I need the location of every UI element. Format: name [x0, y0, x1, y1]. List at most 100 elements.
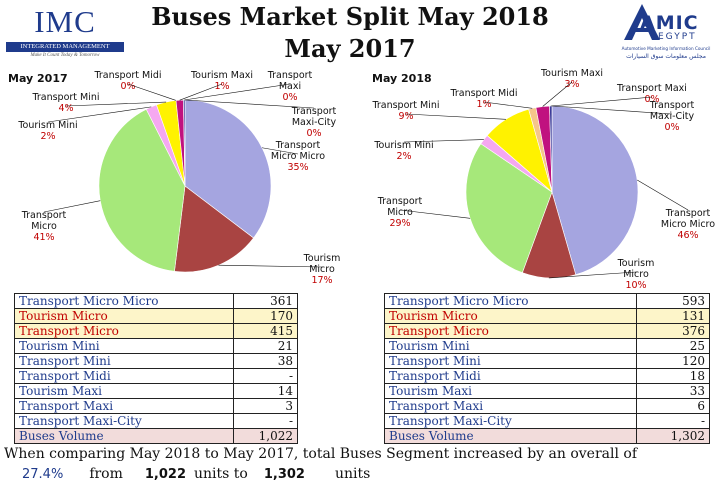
pie-label-category: Transport Maxi: [267, 70, 313, 92]
imc-logo: IMC INTEGRATED MANAGEMENT CONSULTANCY Ma…: [6, 4, 124, 62]
table-cell-segment: Transport Maxi-City: [13, 413, 235, 429]
pie-label-category: Tourism Mini: [17, 120, 77, 131]
table-cell-segment: Tourism Micro: [384, 308, 637, 324]
pie-leader-line: [548, 271, 637, 279]
pie-leader-line: [179, 83, 223, 101]
table-cell-value: 25: [635, 338, 711, 354]
table-row: Transport Maxi-City -: [384, 413, 711, 429]
pie-leader-line: [542, 81, 573, 107]
table-row: Tourism Mini 25: [384, 338, 711, 354]
table-row: Transport Midi -: [13, 368, 298, 384]
pie-label-percent: 0%: [664, 122, 679, 133]
pie-leader-line: [550, 96, 653, 107]
table-row: Tourism Micro 131: [384, 308, 711, 324]
pie-label-category: Transport Micro Micro: [661, 208, 715, 230]
pie-label-percent: 10%: [625, 280, 646, 291]
pie-leader-line: [184, 99, 315, 109]
pie-label-category: Transport Micro: [377, 196, 423, 218]
table-row: Transport Maxi-City -: [13, 413, 298, 429]
pie-slice: [98, 108, 186, 272]
table-row: Transport Micro Micro 361: [13, 293, 298, 309]
pie-label-category: Transport Micro Micro: [271, 140, 325, 162]
pie-leader-line: [47, 106, 152, 123]
page-title-line2: May 2017: [284, 34, 416, 63]
table-row: Transport Mini 38: [13, 353, 298, 369]
table-cell-value: 18: [635, 368, 711, 384]
table-total-row: Buses Volume 1,302: [384, 428, 711, 444]
imc-logo-letters: IMC: [34, 4, 96, 39]
chart-title-2017: May 2017: [8, 72, 68, 85]
pie-label-percent: 0%: [644, 94, 659, 105]
table-cell-segment: Transport Midi: [384, 368, 637, 384]
pie-label-category: Tourism Micro: [617, 258, 655, 280]
table-cell-value: 376: [635, 323, 711, 339]
table-total-value: 1,022: [233, 428, 298, 444]
table-cell-segment: Transport Mini: [13, 353, 235, 369]
table-row: Transport Micro 376: [384, 323, 711, 339]
table-row: Tourism Maxi 14: [13, 383, 298, 399]
pie-label-percent: 1%: [214, 81, 229, 92]
table-cell-segment: Transport Maxi: [13, 398, 235, 414]
pie-leader-line: [483, 101, 533, 109]
amic-logo-name: AMIC: [640, 12, 699, 34]
summary-figures: 27.4% from 1,022 units to 1,302 units: [4, 466, 370, 482]
pie-label-percent: 46%: [677, 230, 698, 241]
summary-from-word: from: [89, 466, 123, 482]
amic-logo: AMIC EGYPT Automotive Marketing Informat…: [614, 2, 718, 62]
table-row: Transport Maxi 6: [384, 398, 711, 414]
table-cell-value: 33: [635, 383, 711, 399]
pie-label-percent: 4%: [58, 103, 73, 114]
pie-slice: [184, 99, 272, 239]
pie-label-category: Transport Midi: [93, 70, 161, 81]
pie-label-category: Transport Maxi-City: [649, 100, 695, 122]
amic-logo-arabic: مجلس معلومات سوق السيارات: [626, 53, 706, 60]
table-cell-value: 361: [233, 293, 298, 309]
pie-label-percent: 0%: [306, 128, 321, 139]
table-cell-segment: Tourism Maxi: [384, 383, 637, 399]
table-cell-segment: Transport Mini: [384, 353, 637, 369]
amic-logo-country: EGYPT: [658, 32, 697, 42]
table-cell-value: -: [233, 368, 298, 384]
table-row: Tourism Mini 21: [13, 338, 298, 354]
table-cell-value: 131: [635, 308, 711, 324]
summary-sentence: When comparing May 2018 to May 2017, tot…: [4, 446, 638, 462]
table-cell-segment: Transport Micro: [13, 323, 235, 339]
pie-label-percent: 9%: [398, 111, 413, 122]
data-table-2018: Transport Micro Micro 593 Tourism Micro 131…: [384, 293, 711, 444]
pie-label-percent: 29%: [389, 218, 410, 229]
table-cell-value: -: [233, 413, 298, 429]
table-cell-value: 38: [233, 353, 298, 369]
pie-leader-line: [218, 264, 323, 268]
summary-from-value: 1,022: [144, 467, 187, 482]
table-row: Transport Midi 18: [384, 368, 711, 384]
table-cell-segment: Transport Micro: [384, 323, 637, 339]
table-cell-segment: Transport Micro Micro: [13, 293, 235, 309]
table-cell-value: -: [635, 413, 711, 429]
table-row: Tourism Maxi 33: [384, 383, 711, 399]
pie-label-percent: 3%: [564, 79, 579, 90]
table-cell-value: 14: [233, 383, 298, 399]
table-cell-value: 21: [233, 338, 298, 354]
pie-label-percent: 35%: [287, 162, 308, 173]
pie-label-category: Transport Maxi: [616, 83, 687, 94]
table-cell-segment: Transport Maxi-City: [384, 413, 637, 429]
pie-leader-line: [399, 209, 471, 219]
table-total-label: Buses Volume: [384, 428, 637, 444]
table-cell-value: 593: [635, 293, 711, 309]
table-cell-segment: Tourism Mini: [384, 338, 637, 354]
table-total-value: 1,302: [635, 428, 711, 444]
pie-label-percent: 0%: [282, 92, 297, 103]
